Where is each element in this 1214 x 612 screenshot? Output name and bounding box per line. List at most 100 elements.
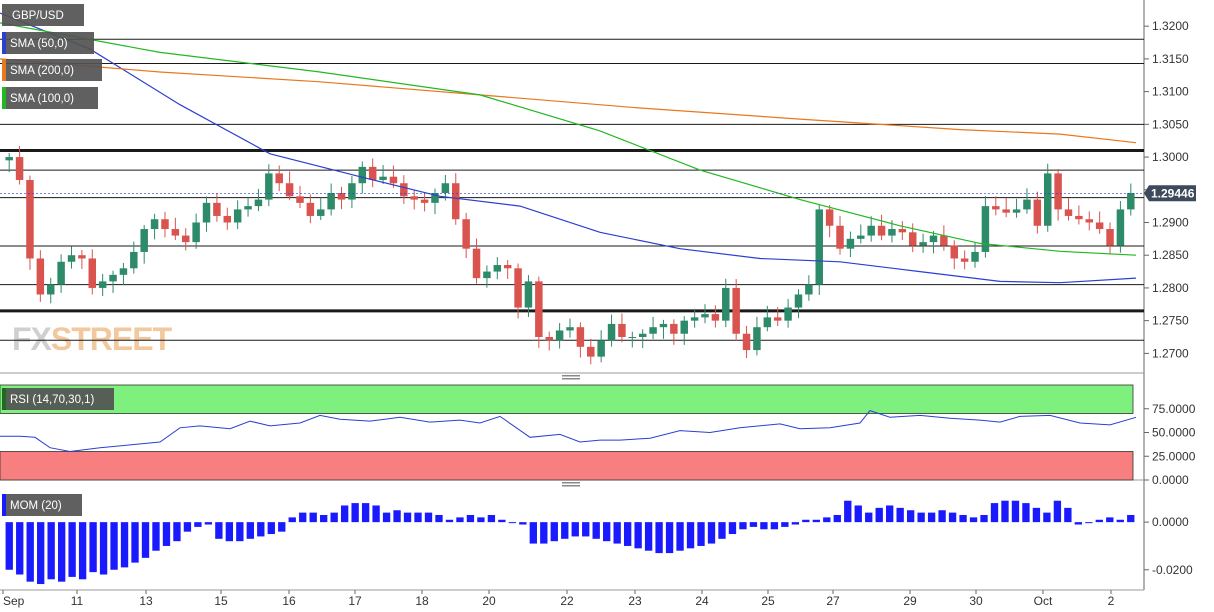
candle [483, 265, 491, 288]
momentum-bar [791, 522, 800, 525]
momentum-bar [561, 522, 569, 539]
candle-body [348, 183, 356, 200]
rsi-y-tick-label: 75.0000 [1152, 402, 1196, 416]
candle [202, 196, 211, 232]
candle-body [1043, 173, 1052, 226]
momentum-bar [424, 512, 433, 523]
candle [254, 188, 263, 212]
momentum-bar [68, 522, 76, 577]
rsi-y-tick-label: 25.0000 [1152, 449, 1196, 463]
candle [742, 325, 751, 359]
candle [1106, 222, 1114, 255]
legend-symbol-label: GBP/USD [12, 10, 64, 22]
candle-body [462, 219, 470, 249]
candle [67, 246, 76, 269]
candle-body [171, 229, 180, 236]
candle [233, 200, 242, 230]
candle-body [400, 183, 408, 197]
candle [400, 175, 408, 204]
legend-sma100[interactable]: SMA (100,0) [2, 87, 98, 109]
candle-body [254, 199, 263, 207]
x-tick-label: 18 [415, 594, 429, 608]
legend-symbol[interactable]: GBP/USD [2, 4, 84, 26]
candle [431, 188, 439, 215]
momentum-bar [1022, 503, 1030, 523]
candle-body [389, 176, 398, 184]
candle [327, 183, 335, 216]
legend-sma100-bg [2, 87, 98, 109]
legend-mom[interactable]: MOM (20) [2, 494, 82, 516]
momentum-bar [131, 522, 139, 563]
momentum-bar [603, 522, 611, 542]
candle-body [805, 284, 813, 295]
candle-body [1127, 193, 1135, 210]
candle-body [981, 206, 990, 252]
candle-body [555, 330, 564, 341]
momentum-bar [728, 522, 737, 535]
candle-body [680, 320, 688, 334]
rsi-y-tick-label: 0.0000 [1152, 473, 1189, 487]
candle [722, 278, 730, 328]
momentum-bar [1064, 507, 1072, 523]
candle-body [638, 333, 647, 338]
candle-body [1033, 199, 1042, 226]
panel-splitter-grip[interactable] [562, 482, 580, 487]
candle [898, 221, 907, 241]
candle [846, 231, 855, 258]
candle-body [857, 235, 865, 239]
momentum-bar [26, 522, 34, 582]
candle [348, 176, 356, 209]
legend-rsi[interactable]: RSI (14,70,30,1) [2, 388, 114, 410]
candle-body [763, 317, 772, 328]
y-tick-label: 1.2800 [1152, 281, 1189, 295]
candle-body [898, 229, 907, 233]
x-tick-label: 23 [628, 594, 642, 608]
candle-body [1116, 209, 1125, 246]
candle [680, 316, 688, 345]
panel-splitter-grip[interactable] [562, 375, 580, 380]
legend-mom-label: MOM (20) [10, 500, 62, 512]
candle-body [566, 327, 574, 331]
legend-sma100-swatch [2, 87, 6, 109]
candle-body [337, 193, 346, 200]
candle [420, 192, 429, 212]
candle-body [26, 179, 34, 259]
candle [992, 196, 1000, 216]
candle [773, 307, 782, 327]
momentum-bar [194, 522, 202, 527]
candle [161, 211, 169, 238]
momentum-bar [823, 517, 831, 523]
legend-mom-swatch [2, 494, 6, 516]
candle-body [940, 235, 948, 246]
candle [535, 276, 543, 348]
candle-body [379, 176, 387, 180]
candle [1127, 183, 1135, 216]
momentum-bar [1116, 519, 1124, 523]
momentum-bar [781, 522, 789, 527]
candle-body [327, 193, 335, 210]
rsi-y-tick-label: 50.0000 [1152, 426, 1196, 440]
candle [929, 231, 938, 254]
candle [1012, 198, 1021, 218]
momentum-bar [508, 522, 517, 524]
candle [815, 204, 823, 295]
y-tick-label: 1.3100 [1152, 85, 1189, 99]
candle [78, 249, 86, 269]
candle [150, 213, 159, 240]
candle-body [317, 209, 325, 216]
candle-body [88, 258, 97, 288]
candle-body [711, 314, 720, 321]
legend-sma200[interactable]: SMA (200,0) [2, 59, 102, 81]
legend-sma50[interactable]: SMA (50,0) [2, 32, 94, 54]
candle [545, 331, 553, 351]
x-tick-label: 16 [282, 594, 296, 608]
momentum-bar [152, 522, 160, 551]
candle-body [130, 251, 138, 269]
candle [503, 259, 512, 279]
candle-body [992, 206, 1000, 210]
candle [1075, 205, 1083, 225]
candle [711, 305, 720, 328]
price-panel [0, 0, 1144, 373]
candle [628, 331, 637, 348]
